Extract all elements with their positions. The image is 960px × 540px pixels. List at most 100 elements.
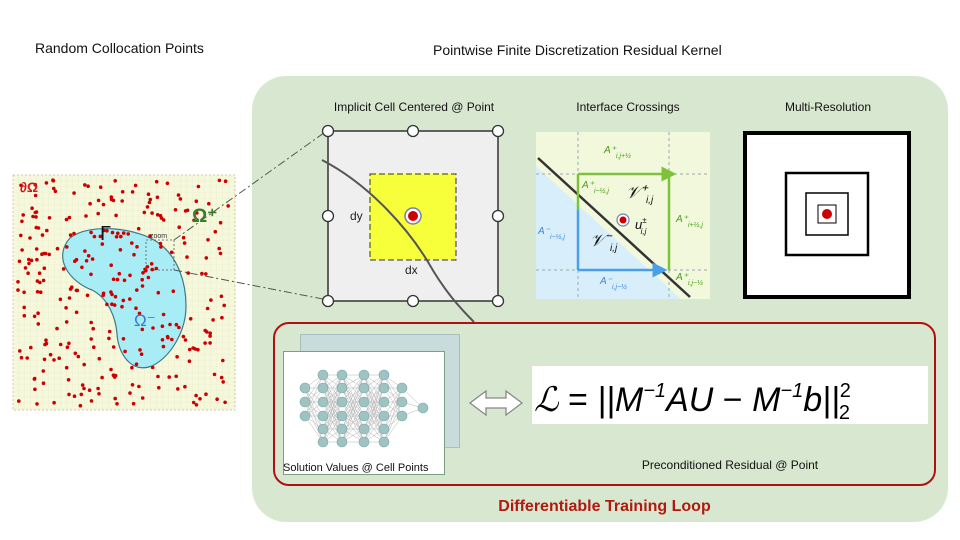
collocation-point xyxy=(148,197,153,202)
nn-node xyxy=(378,369,390,381)
collocation-point xyxy=(89,399,94,403)
collocation-point xyxy=(134,306,138,311)
collocation-point xyxy=(134,362,139,367)
nn-node xyxy=(396,382,408,394)
cell-node xyxy=(406,294,420,308)
collocation-point xyxy=(74,310,79,315)
collocation-point xyxy=(67,341,71,346)
collocation-point xyxy=(195,211,199,215)
nn-node xyxy=(317,382,329,394)
collocation-point xyxy=(58,342,63,347)
collocation-point xyxy=(126,232,130,236)
collocation-point xyxy=(120,190,125,194)
collocation-point xyxy=(116,231,120,236)
loss-formula: ℒ = ||M−1AU − M−1b||2 2 xyxy=(534,380,851,424)
collocation-point xyxy=(23,266,28,270)
collocation-point xyxy=(213,229,218,234)
collocation-point xyxy=(203,328,207,333)
collocation-point xyxy=(29,345,33,350)
collocation-point xyxy=(138,348,142,352)
collocation-point xyxy=(113,294,118,299)
collocation-point xyxy=(123,349,127,354)
nn-node xyxy=(299,410,311,422)
collocation-point xyxy=(226,204,230,208)
omega-plus-label: Ω⁺ xyxy=(192,206,217,227)
collocation-point xyxy=(64,306,68,310)
nn-edge xyxy=(363,415,385,443)
left-title: Random Collocation Points xyxy=(35,40,204,56)
collocation-point xyxy=(110,230,115,235)
collocation-point xyxy=(212,372,217,377)
collocation-point xyxy=(17,399,21,403)
collocation-point xyxy=(160,324,165,329)
collocation-point xyxy=(191,400,196,405)
collocation-point xyxy=(128,391,132,395)
collocation-point xyxy=(87,388,92,393)
collocation-point xyxy=(177,225,181,229)
collocation-point xyxy=(58,297,63,302)
collocation-point xyxy=(223,179,228,183)
collocation-point xyxy=(183,338,188,342)
collocation-point xyxy=(35,402,39,406)
collocation-point xyxy=(19,355,24,360)
zoom-connector-bottom xyxy=(173,269,329,301)
nn-edge xyxy=(341,387,365,443)
dy-label: dy xyxy=(350,209,363,223)
collocation-point xyxy=(186,271,190,275)
nn-node xyxy=(317,410,329,422)
collocation-point xyxy=(198,397,202,401)
collocation-point xyxy=(121,231,126,235)
collocation-point xyxy=(113,179,117,183)
collocation-point xyxy=(32,377,37,381)
collocation-point xyxy=(208,341,212,345)
collocation-point xyxy=(53,189,58,194)
collocation-point xyxy=(72,191,76,195)
collocation-point xyxy=(176,193,181,197)
collocation-point xyxy=(89,320,93,325)
collocation-point xyxy=(67,215,72,220)
collocation-point xyxy=(113,396,117,401)
collocation-point xyxy=(114,213,118,218)
nn-edge xyxy=(383,401,403,443)
nn-edge xyxy=(383,387,403,430)
collocation-point xyxy=(51,178,56,183)
collocation-point xyxy=(66,378,71,382)
collocation-point xyxy=(44,341,49,346)
collocation-point xyxy=(16,280,20,284)
collocation-point xyxy=(45,228,49,233)
collocation-point xyxy=(131,401,136,406)
collocation-point xyxy=(36,226,41,230)
collocation-point xyxy=(120,304,124,309)
collocation-point xyxy=(140,284,145,288)
collocation-point xyxy=(218,251,223,256)
collocation-point xyxy=(137,384,141,389)
collocation-point xyxy=(105,229,109,233)
collocation-point xyxy=(194,199,199,203)
collocation-point xyxy=(79,392,84,397)
collocation-point xyxy=(155,213,160,217)
collocation-point xyxy=(83,183,87,187)
collocation-point xyxy=(218,220,223,225)
collocation-point xyxy=(135,288,139,292)
collocation-point xyxy=(28,236,32,240)
loss-panel: ℒ = ||M−1AU − M−1b||2 2 xyxy=(532,366,928,424)
collocation-point xyxy=(42,357,47,362)
zoom-label: zoom xyxy=(150,233,167,240)
collocation-point xyxy=(161,218,166,222)
nn-edge xyxy=(304,401,324,430)
collocation-point xyxy=(65,345,70,350)
nn-node xyxy=(336,396,348,408)
collocation-point xyxy=(161,344,166,349)
collocation-point xyxy=(187,359,192,364)
collocation-point xyxy=(44,338,48,343)
collocation-point xyxy=(102,228,106,233)
collocation-point xyxy=(121,298,126,303)
a-bottom-minus-label: A⁻i,j−½ xyxy=(599,276,627,291)
collocation-point xyxy=(27,261,31,266)
collocation-point xyxy=(208,334,212,338)
nn-node xyxy=(317,436,329,448)
collocation-point xyxy=(34,247,39,251)
collocation-point xyxy=(41,278,46,283)
